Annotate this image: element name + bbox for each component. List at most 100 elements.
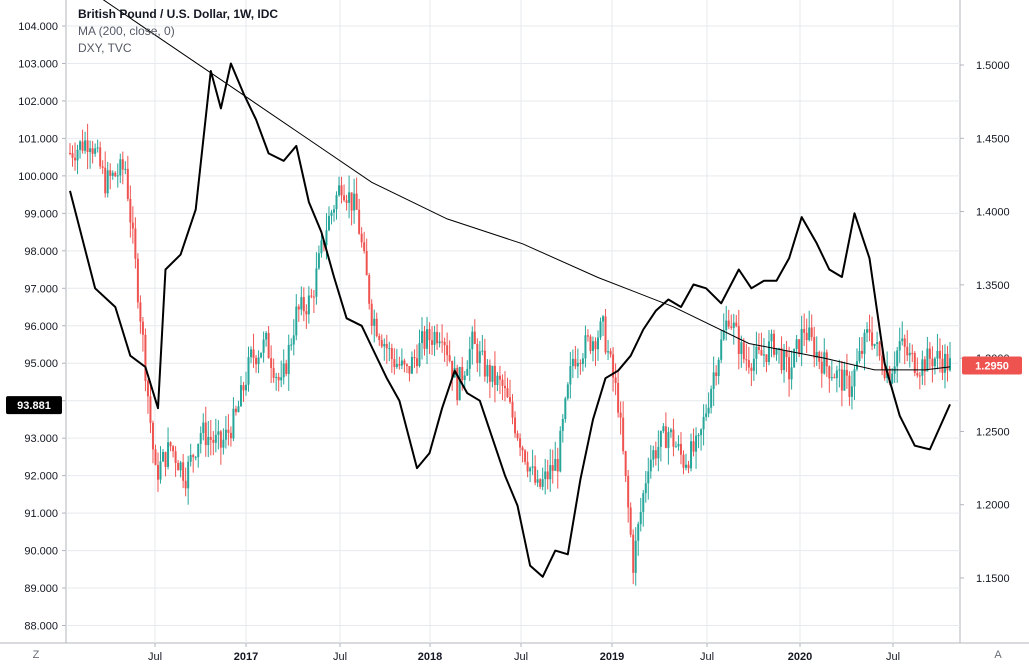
candle-body — [627, 476, 630, 508]
candle-body — [765, 354, 768, 363]
candle-body — [302, 297, 305, 312]
candle-body — [486, 364, 489, 377]
candle-body — [300, 297, 303, 310]
candle-body — [121, 159, 124, 170]
candle-body — [931, 358, 934, 367]
candle-body — [835, 370, 838, 379]
candle-body — [74, 157, 77, 161]
left-tick-label: 92.000 — [24, 471, 58, 483]
candle-body — [858, 350, 861, 362]
candle-body — [888, 368, 891, 384]
candle-body — [785, 350, 788, 358]
dxy-price-value: 93.881 — [17, 400, 51, 412]
candle-body — [400, 360, 403, 366]
candle-body — [579, 362, 582, 364]
candle-body — [715, 372, 718, 377]
candle-body — [388, 348, 391, 350]
candle-body — [436, 331, 439, 344]
candle-body — [916, 372, 919, 376]
candle-body — [312, 296, 315, 298]
candle-body — [531, 466, 534, 468]
candle-body — [355, 193, 358, 210]
candle-body — [591, 341, 594, 351]
candle-body — [84, 140, 87, 151]
candle-body — [134, 228, 137, 259]
candle-body — [340, 185, 343, 196]
candle-body — [184, 480, 187, 489]
candle-body — [795, 339, 798, 349]
candle-body — [574, 358, 577, 367]
candle-body — [338, 185, 341, 196]
candle-body — [657, 446, 660, 459]
candle-body — [906, 346, 909, 356]
candle-body — [91, 148, 94, 154]
candle-body — [609, 351, 612, 355]
candle-body — [629, 507, 632, 535]
candle-body — [365, 251, 368, 276]
left-tick-label: 102.000 — [18, 96, 58, 108]
candle-body — [687, 464, 690, 469]
candle-body — [104, 167, 107, 194]
candle-body — [770, 333, 773, 342]
candle-body — [290, 344, 293, 346]
candle-body — [79, 141, 82, 150]
candle-body — [187, 461, 190, 489]
dxy-line — [69, 62, 951, 578]
left-price-axis[interactable]: 104.000 103.000 102.000 101.000 100.000 99.00… — [18, 21, 66, 633]
candle-body — [239, 385, 242, 407]
candle-body — [177, 462, 180, 471]
candle-body — [908, 352, 911, 356]
x-tick-label: Jul — [514, 651, 528, 663]
timezone-button[interactable]: Z — [32, 649, 40, 661]
x-tick-label: 2017 — [234, 651, 258, 663]
candle-body — [237, 406, 240, 413]
candle-body — [114, 172, 117, 177]
candle-body — [544, 471, 547, 480]
candle-body — [461, 366, 464, 381]
candle-body — [589, 336, 592, 351]
candle-body — [619, 412, 622, 418]
right-price-axis[interactable]: 1.50001.45001.40001.35001.30001.25001.20… — [960, 60, 1010, 585]
candle-body — [790, 367, 793, 380]
candle-body — [647, 471, 650, 484]
candle-body — [234, 408, 237, 413]
candle-body — [458, 366, 461, 401]
right-tick-label: 1.1500 — [976, 573, 1010, 585]
candle-body — [227, 429, 230, 433]
auto-scale-button[interactable]: A — [994, 649, 1002, 661]
candle-body — [154, 449, 157, 465]
candle-body — [345, 200, 348, 203]
right-tick-label: 1.3500 — [976, 280, 1010, 292]
candle-body — [277, 376, 280, 381]
candle-body — [521, 447, 524, 451]
candle-body — [762, 354, 765, 356]
candle-body — [260, 352, 263, 358]
candle-body — [622, 417, 625, 452]
candle-body — [614, 377, 617, 383]
candle-body — [705, 413, 708, 417]
candle-body — [468, 349, 471, 369]
candle-body — [320, 240, 323, 254]
candle-body — [669, 429, 672, 433]
candle-body — [928, 348, 931, 359]
candle-body — [209, 436, 212, 440]
candle-body — [697, 435, 700, 437]
candle-body — [390, 348, 393, 360]
candle-body — [368, 275, 371, 304]
x-tick-label: 2019 — [600, 651, 624, 663]
candle-body — [476, 343, 479, 364]
candle-body — [720, 339, 723, 360]
candle-body — [146, 380, 149, 397]
candle-body — [498, 375, 501, 380]
candle-body — [167, 442, 170, 467]
candle-body — [96, 147, 99, 149]
candle-body — [431, 340, 434, 345]
candle-body — [325, 230, 328, 246]
candle-body — [911, 352, 914, 354]
time-axis[interactable]: Jul 2017 Jul 2018 Jul 2019 Jul 2020 Jul — [148, 643, 900, 663]
candle-body — [566, 384, 569, 399]
candle-body — [272, 367, 275, 378]
candle-body — [783, 350, 786, 371]
candle-body — [825, 352, 828, 367]
